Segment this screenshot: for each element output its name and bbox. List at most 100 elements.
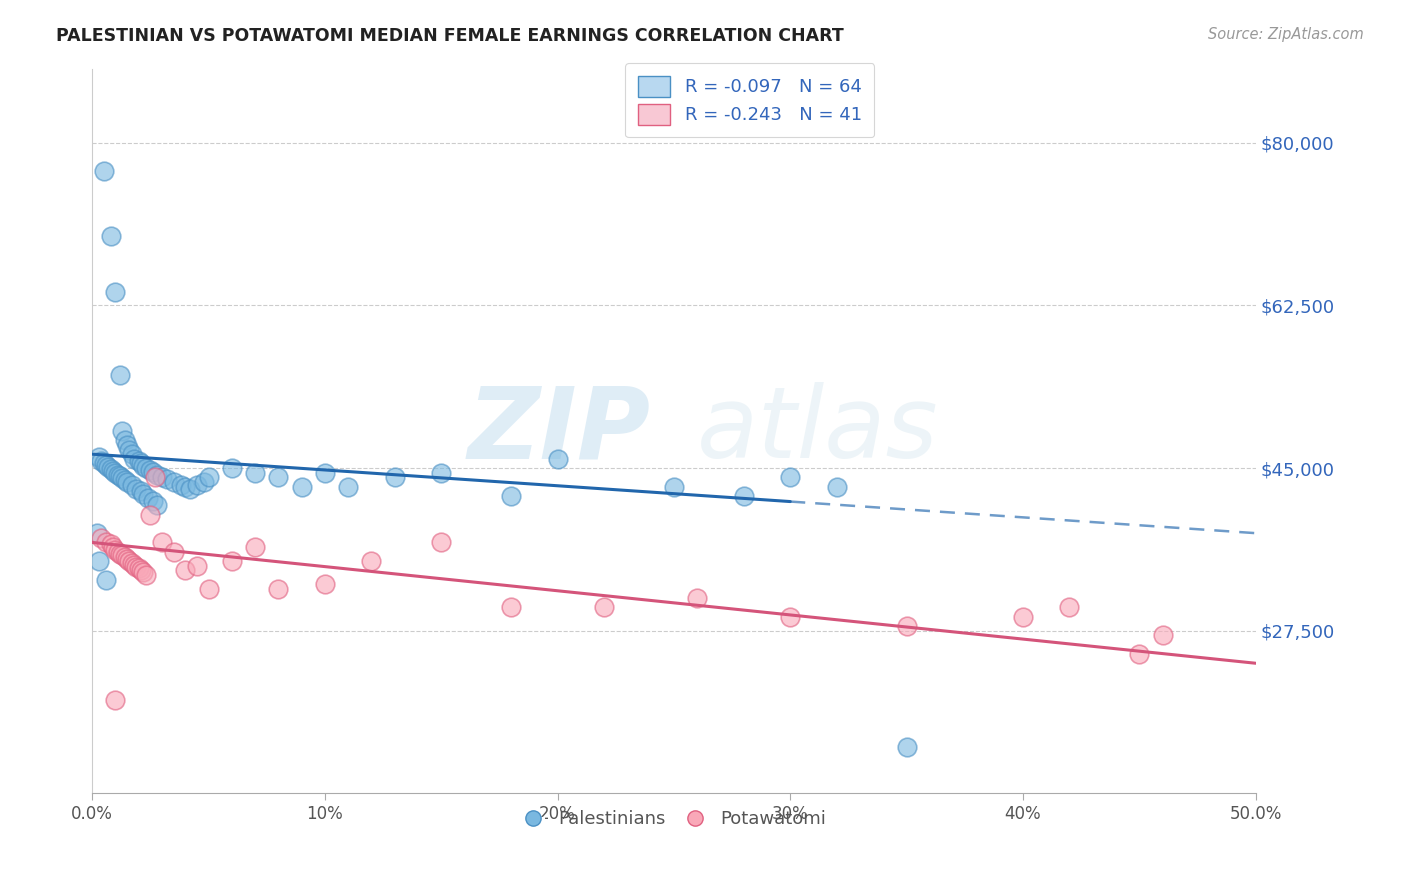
- Point: [267, 582, 290, 596]
- Point: [104, 693, 127, 707]
- Point: [197, 582, 219, 596]
- Point: [108, 547, 131, 561]
- Point: [593, 600, 616, 615]
- Point: [142, 493, 165, 508]
- Point: [125, 482, 148, 496]
- Point: [156, 472, 179, 486]
- Point: [108, 368, 131, 383]
- Point: [100, 537, 122, 551]
- Point: [186, 478, 208, 492]
- Point: [115, 475, 138, 489]
- Point: [1012, 609, 1035, 624]
- Point: [896, 739, 918, 754]
- Point: [121, 478, 143, 492]
- Point: [122, 558, 145, 572]
- Point: [111, 549, 134, 563]
- Point: [129, 484, 152, 499]
- Point: [139, 508, 162, 522]
- Point: [243, 540, 266, 554]
- Point: [143, 470, 166, 484]
- Point: [174, 480, 197, 494]
- Point: [94, 573, 117, 587]
- Point: [104, 466, 127, 480]
- Point: [142, 465, 165, 479]
- Text: PALESTINIAN VS POTAWATOMI MEDIAN FEMALE EARNINGS CORRELATION CHART: PALESTINIAN VS POTAWATOMI MEDIAN FEMALE …: [56, 27, 844, 45]
- Legend: Palestinians, Potawatomi: Palestinians, Potawatomi: [515, 803, 832, 835]
- Point: [186, 558, 208, 573]
- Point: [662, 480, 685, 494]
- Point: [499, 600, 522, 615]
- Point: [162, 475, 184, 489]
- Point: [150, 535, 173, 549]
- Point: [243, 466, 266, 480]
- Point: [267, 470, 290, 484]
- Point: [108, 469, 131, 483]
- Point: [179, 482, 201, 496]
- Point: [384, 470, 406, 484]
- Point: [896, 619, 918, 633]
- Point: [107, 467, 129, 482]
- Point: [111, 471, 134, 485]
- Point: [221, 461, 243, 475]
- Point: [118, 554, 141, 568]
- Point: [118, 442, 141, 457]
- Point: [499, 489, 522, 503]
- Point: [115, 438, 138, 452]
- Point: [114, 434, 136, 448]
- Text: atlas: atlas: [697, 383, 939, 479]
- Point: [291, 480, 314, 494]
- Point: [114, 550, 136, 565]
- Point: [1152, 628, 1174, 642]
- Point: [114, 473, 136, 487]
- Point: [135, 568, 157, 582]
- Point: [779, 470, 801, 484]
- Point: [86, 526, 108, 541]
- Point: [360, 554, 382, 568]
- Point: [97, 460, 120, 475]
- Point: [121, 447, 143, 461]
- Point: [686, 591, 709, 606]
- Point: [1128, 647, 1150, 661]
- Point: [107, 545, 129, 559]
- Point: [129, 563, 152, 577]
- Point: [132, 459, 155, 474]
- Point: [125, 559, 148, 574]
- Point: [146, 467, 169, 482]
- Point: [100, 462, 122, 476]
- Point: [337, 480, 360, 494]
- Point: [121, 556, 143, 570]
- Point: [101, 464, 124, 478]
- Point: [430, 466, 453, 480]
- Point: [162, 545, 184, 559]
- Point: [89, 554, 111, 568]
- Point: [197, 470, 219, 484]
- Point: [94, 458, 117, 473]
- Point: [733, 489, 755, 503]
- Text: ZIP: ZIP: [468, 383, 651, 479]
- Point: [547, 451, 569, 466]
- Point: [128, 561, 150, 575]
- Point: [132, 565, 155, 579]
- Point: [104, 285, 127, 299]
- Point: [90, 531, 112, 545]
- Point: [174, 563, 197, 577]
- Point: [221, 554, 243, 568]
- Point: [779, 609, 801, 624]
- Point: [193, 475, 215, 489]
- Point: [93, 457, 115, 471]
- Point: [135, 461, 157, 475]
- Point: [90, 453, 112, 467]
- Point: [136, 491, 159, 505]
- Point: [128, 453, 150, 467]
- Point: [825, 480, 848, 494]
- Point: [1059, 600, 1081, 615]
- Point: [111, 424, 134, 438]
- Point: [100, 228, 122, 243]
- Point: [132, 487, 155, 501]
- Text: Source: ZipAtlas.com: Source: ZipAtlas.com: [1208, 27, 1364, 42]
- Point: [115, 552, 138, 566]
- Point: [314, 466, 336, 480]
- Point: [93, 163, 115, 178]
- Point: [94, 535, 117, 549]
- Point: [139, 463, 162, 477]
